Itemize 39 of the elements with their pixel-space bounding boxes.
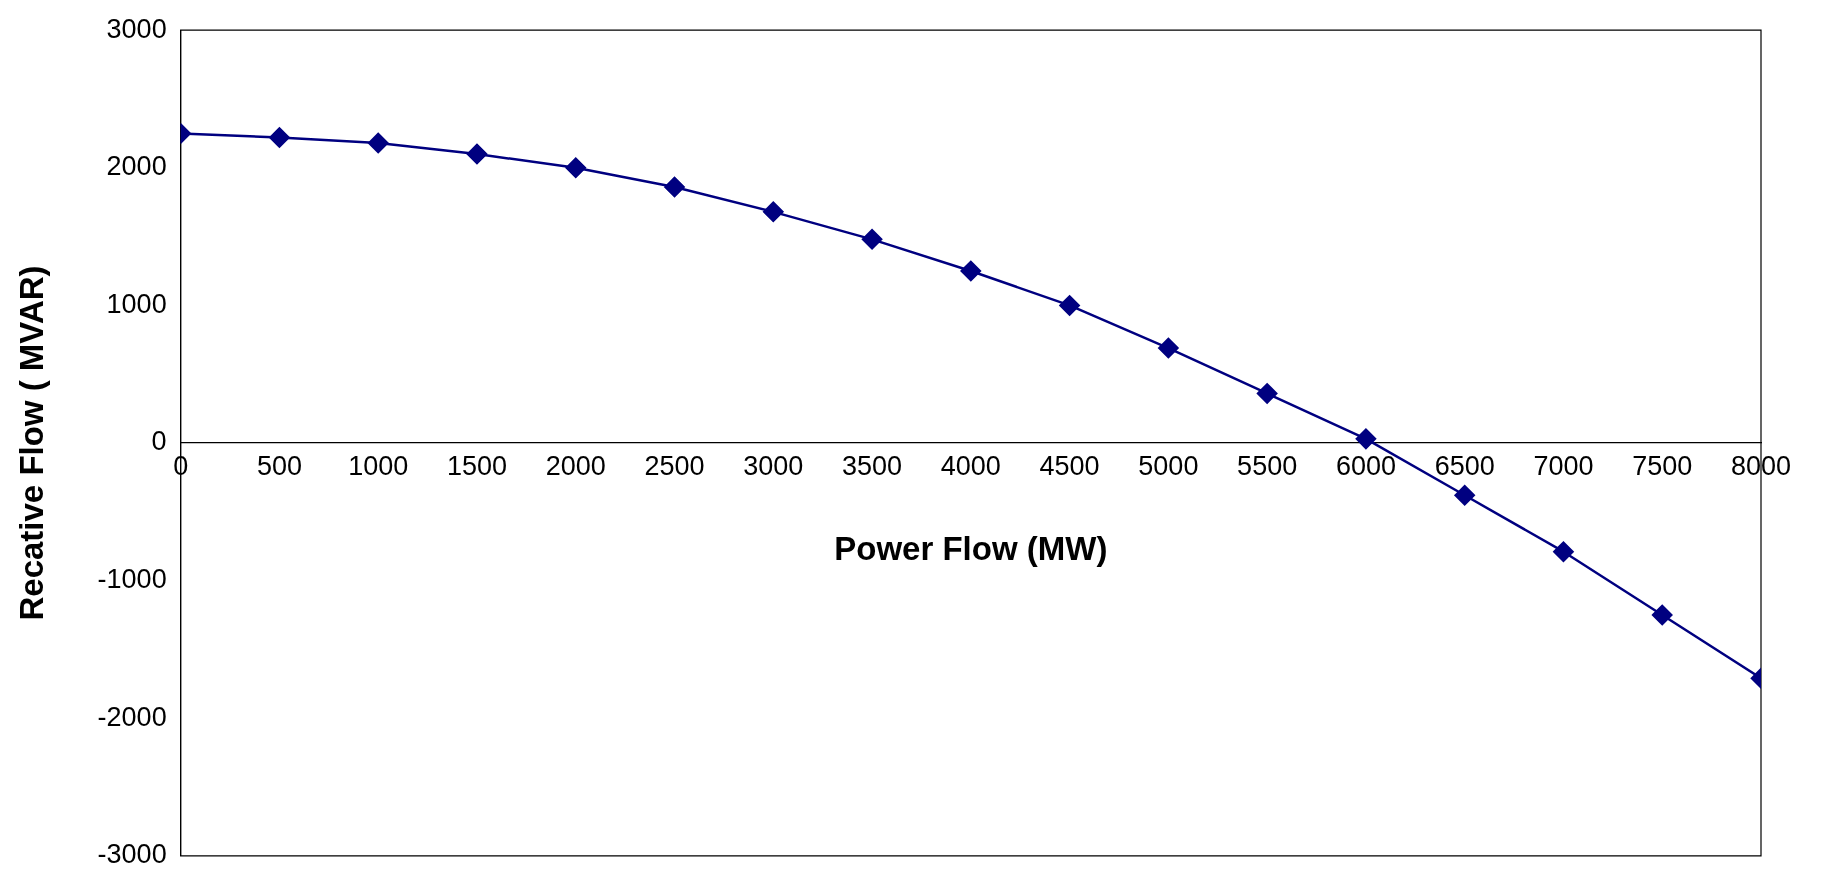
point	[1651, 604, 1673, 626]
x-tick-label: 7500	[1632, 450, 1693, 481]
y-tick-label: -2000	[97, 701, 167, 732]
point	[1355, 428, 1377, 450]
x-tick-label: 3500	[842, 450, 903, 481]
x-tick-label: 1000	[348, 450, 409, 481]
point	[367, 132, 389, 154]
x-tick-label: 4500	[1039, 450, 1100, 481]
point	[1059, 295, 1080, 316]
x-tick-label: 6500	[1434, 450, 1495, 481]
point	[1158, 337, 1179, 359]
y-tick-label: -1000	[97, 564, 167, 595]
x-tick-label: 1500	[446, 450, 508, 481]
x-tick-label: 6000	[1335, 450, 1396, 481]
point	[960, 260, 982, 282]
point	[1454, 485, 1475, 506]
x-axis-title: Power Flow (MW)	[834, 530, 1108, 568]
y-tick-label: 0	[151, 426, 167, 457]
x-tick-label: 500	[256, 450, 302, 481]
x-tick-label: 5500	[1237, 450, 1298, 481]
y-tick-label: 3000	[106, 13, 167, 44]
x-tick-label: 4000	[940, 450, 1001, 481]
x-tick-label: 2500	[644, 450, 705, 481]
y-tick-label: 1000	[106, 288, 167, 319]
y-axis-title: Recative Flow ( MVAR)	[12, 265, 50, 621]
point	[1553, 541, 1574, 562]
x-tick-label: 5000	[1138, 450, 1199, 481]
x-tick-label: 2000	[545, 450, 606, 481]
point	[763, 201, 784, 223]
x-tick-label: 3000	[743, 450, 804, 481]
y-tick-label: 2000	[106, 151, 167, 182]
point	[1256, 383, 1278, 404]
point	[466, 143, 488, 165]
point	[861, 229, 883, 250]
y-tick-label: -3000	[97, 839, 167, 870]
point	[269, 127, 290, 148]
x-tick-label: 7000	[1533, 450, 1594, 481]
point	[565, 157, 586, 179]
point	[664, 176, 685, 198]
